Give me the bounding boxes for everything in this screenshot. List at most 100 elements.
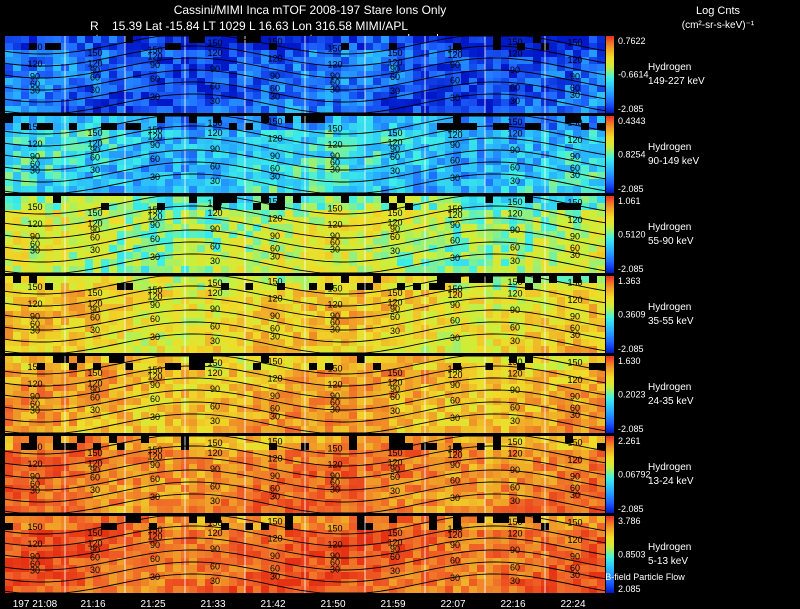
contour-label: 90	[570, 71, 580, 81]
contour-label: 150	[387, 368, 402, 378]
contour-label: 150	[507, 37, 522, 47]
contour-labels: 1501209060301501209060301501209060301501…	[27, 357, 582, 426]
colorbar-cmax: 0.7622	[618, 36, 646, 46]
contour-label: 30	[90, 85, 100, 95]
contour-label: 30	[150, 492, 160, 502]
colorbar	[606, 436, 614, 513]
contour-label: 150	[567, 517, 582, 527]
contour-label: 60	[30, 479, 40, 489]
contour-label: 60	[150, 234, 160, 244]
contour-label: 30	[510, 336, 520, 346]
contour-label: 150	[567, 357, 582, 367]
contour-label: 90	[330, 391, 340, 401]
contour-label: 90	[30, 231, 40, 241]
contour-label: 120	[147, 291, 162, 301]
contour-label: 60	[330, 558, 340, 568]
contour-label: 60	[390, 392, 400, 402]
colorbar-cmin: -2.085	[618, 504, 644, 514]
contour-label: 30	[270, 571, 280, 581]
colorbar	[606, 196, 614, 273]
contour-label: 30	[390, 566, 400, 576]
contour-label: 60	[210, 321, 220, 331]
contour-label: 120	[507, 288, 522, 298]
contour-label: 30	[210, 496, 220, 506]
contour-label: 60	[90, 473, 100, 483]
contour-label: 120	[27, 459, 42, 469]
contour-label: 30	[330, 325, 340, 335]
contour-label: 90	[150, 460, 160, 470]
x-tick-label: 21:42	[260, 599, 285, 609]
contour-label: 90	[30, 471, 40, 481]
species-label: Hydrogen	[648, 222, 691, 233]
contour-label: 150	[267, 437, 282, 447]
contour-label: 120	[447, 130, 462, 140]
colorbar-cmid: 0.8254	[618, 150, 646, 160]
contour-label: 30	[570, 170, 580, 180]
pitch-angle-contours	[4, 275, 606, 354]
contour-label: 120	[147, 371, 162, 381]
contour-label: 150	[207, 38, 222, 48]
contour-label: 120	[447, 450, 462, 460]
contour-label: 150	[207, 438, 222, 448]
contour-label: 30	[30, 245, 40, 255]
species-label: Hydrogen	[648, 382, 691, 393]
contour-label: 90	[210, 544, 220, 554]
contour-label: 30	[510, 256, 520, 266]
contour-label: 30	[90, 245, 100, 255]
contour-label: 90	[510, 145, 520, 155]
colorbar	[606, 276, 614, 353]
contour-label: 150	[147, 525, 162, 535]
contour-label: 60	[150, 74, 160, 84]
contour-label: 90	[150, 60, 160, 70]
heatmap-cells	[5, 36, 605, 113]
contour-label: 90	[90, 305, 100, 315]
contour-label: 30	[510, 416, 520, 426]
contour-label: 90	[570, 551, 580, 561]
contour-label: 60	[570, 163, 580, 173]
contour-labels: 1501209060301501209060301501209060301501…	[27, 37, 582, 106]
contour-label: 30	[210, 416, 220, 426]
contour-label: 60	[450, 315, 460, 325]
colorbar-cmin: -2.085	[618, 264, 644, 274]
contour-label: 150	[567, 197, 582, 207]
contour-label: 150	[507, 197, 522, 207]
contour-label: 60	[390, 72, 400, 82]
contour-label: 30	[270, 491, 280, 501]
contour-label: 60	[210, 81, 220, 91]
contour-labels: 1501209060301501209060301501209060301501…	[27, 117, 582, 186]
contour-label: 60	[570, 563, 580, 573]
contour-label: 60	[330, 478, 340, 488]
contour-label: 150	[207, 358, 222, 368]
contour-label: 90	[30, 311, 40, 321]
contour-label: 150	[267, 37, 282, 47]
contour-label: 90	[330, 311, 340, 321]
contour-label: 30	[90, 565, 100, 575]
contour-label: 60	[210, 161, 220, 171]
contour-label: 150	[447, 204, 462, 214]
contour-label: 60	[330, 158, 340, 168]
species-label: Hydrogen	[648, 542, 691, 553]
contour-label: 30	[210, 176, 220, 186]
species-label: Hydrogen	[648, 62, 691, 73]
pitch-angle-contours	[4, 115, 606, 194]
contour-label: 60	[570, 323, 580, 333]
contour-label: 150	[387, 48, 402, 58]
contour-label: 120	[567, 55, 582, 65]
contour-label: 30	[570, 330, 580, 340]
contour-label: 90	[90, 465, 100, 475]
contour-label: 120	[507, 368, 522, 378]
contour-label: 30	[150, 172, 160, 182]
contour-label: 60	[510, 82, 520, 92]
contour-label: 120	[507, 128, 522, 138]
contour-label: 120	[327, 380, 342, 390]
contour-label: 90	[450, 220, 460, 230]
contour-label: 90	[570, 391, 580, 401]
contour-label: 150	[147, 445, 162, 455]
contour-label: 120	[267, 54, 282, 64]
contour-label: 30	[270, 251, 280, 261]
contour-label: 30	[210, 256, 220, 266]
pitch-angle-contours	[4, 515, 606, 594]
contour-label: 120	[567, 375, 582, 385]
contour-label: 90	[390, 304, 400, 314]
contour-label: 150	[387, 448, 402, 458]
